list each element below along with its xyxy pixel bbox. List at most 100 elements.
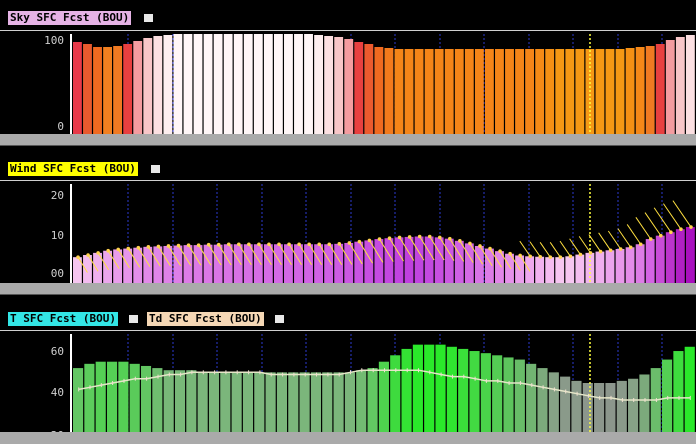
dewpoint-panel-toggle[interactable] bbox=[275, 315, 284, 323]
wind-barb bbox=[258, 243, 272, 265]
bar bbox=[203, 34, 213, 134]
bar bbox=[435, 344, 446, 432]
bar bbox=[414, 236, 424, 283]
sky-panel-toggle[interactable] bbox=[144, 14, 153, 22]
wind-barb bbox=[489, 248, 502, 268]
bar bbox=[118, 361, 129, 432]
bar bbox=[575, 49, 585, 134]
temp-panel-separator[interactable] bbox=[0, 432, 696, 444]
bar bbox=[628, 378, 639, 432]
bar bbox=[95, 361, 106, 432]
sky-plot-area[interactable] bbox=[73, 34, 696, 134]
bar bbox=[675, 229, 685, 283]
wind-top-rule bbox=[0, 180, 696, 181]
bar bbox=[605, 250, 615, 283]
bar bbox=[384, 48, 394, 134]
bar bbox=[153, 36, 163, 134]
bar bbox=[635, 47, 645, 134]
wind-barb bbox=[409, 236, 425, 261]
wind-panel-separator[interactable] bbox=[0, 283, 696, 295]
wind-barb bbox=[607, 230, 622, 250]
temp-y-axis: 60 40 20 bbox=[0, 332, 70, 444]
bar bbox=[354, 42, 364, 134]
wind-barb bbox=[499, 250, 512, 270]
bar bbox=[356, 370, 367, 432]
bar bbox=[374, 239, 384, 283]
sky-panel-label[interactable]: Sky SFC Fcst (BOU) bbox=[8, 11, 132, 25]
temp-panel-label[interactable]: T SFC Fcst (BOU) bbox=[8, 312, 118, 326]
wind-barb bbox=[509, 253, 521, 271]
bar bbox=[284, 34, 293, 134]
bar bbox=[492, 355, 503, 432]
bar bbox=[263, 244, 273, 283]
wind-barb bbox=[228, 243, 242, 265]
sky-axis-line bbox=[70, 34, 72, 134]
wind-bar-chart bbox=[73, 184, 695, 283]
bar bbox=[684, 346, 695, 432]
bar bbox=[334, 243, 344, 283]
bar bbox=[685, 227, 695, 283]
bar bbox=[560, 376, 571, 432]
bar bbox=[213, 34, 223, 134]
bar bbox=[294, 34, 303, 134]
wind-plot-area[interactable] bbox=[73, 184, 696, 283]
wind-barb bbox=[328, 243, 343, 265]
bar bbox=[404, 49, 414, 134]
bar bbox=[655, 44, 665, 134]
bar bbox=[265, 372, 276, 432]
wind-barb bbox=[399, 237, 415, 261]
sky-bar-chart bbox=[73, 34, 695, 134]
sky-panel-separator[interactable] bbox=[0, 134, 696, 146]
bar bbox=[655, 235, 665, 283]
bar bbox=[84, 363, 95, 432]
bar bbox=[464, 49, 474, 134]
bar bbox=[514, 359, 525, 432]
bar bbox=[173, 34, 183, 134]
wind-panel-toggle[interactable] bbox=[151, 165, 160, 173]
temp-tick-60: 60 bbox=[50, 345, 64, 358]
bar bbox=[273, 34, 283, 134]
bar bbox=[242, 372, 254, 432]
bar bbox=[545, 49, 555, 134]
bar bbox=[434, 49, 444, 134]
bar bbox=[193, 34, 203, 134]
bar bbox=[374, 47, 384, 134]
bar bbox=[106, 361, 118, 432]
wind-barb bbox=[672, 200, 692, 228]
bar bbox=[93, 252, 102, 283]
bar bbox=[446, 346, 457, 432]
temp-panel-toggle[interactable] bbox=[129, 315, 138, 323]
wind-barb bbox=[519, 255, 531, 272]
temp-plot-area[interactable] bbox=[73, 334, 696, 432]
wind-barb bbox=[358, 241, 373, 264]
bar bbox=[535, 49, 545, 134]
bar bbox=[103, 47, 112, 134]
bar bbox=[364, 240, 374, 283]
bar bbox=[390, 355, 401, 432]
bar bbox=[253, 244, 263, 283]
dewpoint-panel-label[interactable]: Td SFC Fcst (BOU) bbox=[147, 312, 264, 326]
wind-barb bbox=[268, 243, 282, 265]
bar bbox=[333, 372, 344, 432]
wind-barb bbox=[479, 245, 493, 267]
bar bbox=[444, 238, 454, 283]
wind-barb bbox=[449, 238, 465, 262]
wind-barb bbox=[635, 217, 652, 240]
bar bbox=[103, 250, 112, 283]
bar bbox=[645, 239, 655, 283]
bar bbox=[83, 44, 92, 134]
wind-barb bbox=[218, 244, 232, 266]
bar bbox=[304, 34, 313, 134]
temp-axis-line bbox=[70, 334, 72, 444]
wind-barb bbox=[238, 243, 252, 265]
wind-panel-label[interactable]: Wind SFC Fcst (BOU) bbox=[8, 162, 138, 176]
bar bbox=[537, 368, 548, 432]
bar bbox=[625, 48, 635, 134]
wind-barb bbox=[248, 243, 262, 265]
bar bbox=[186, 370, 197, 432]
bar bbox=[73, 257, 82, 283]
bar bbox=[193, 245, 203, 283]
bar bbox=[113, 46, 123, 134]
bar bbox=[174, 370, 186, 432]
bar bbox=[505, 253, 514, 283]
